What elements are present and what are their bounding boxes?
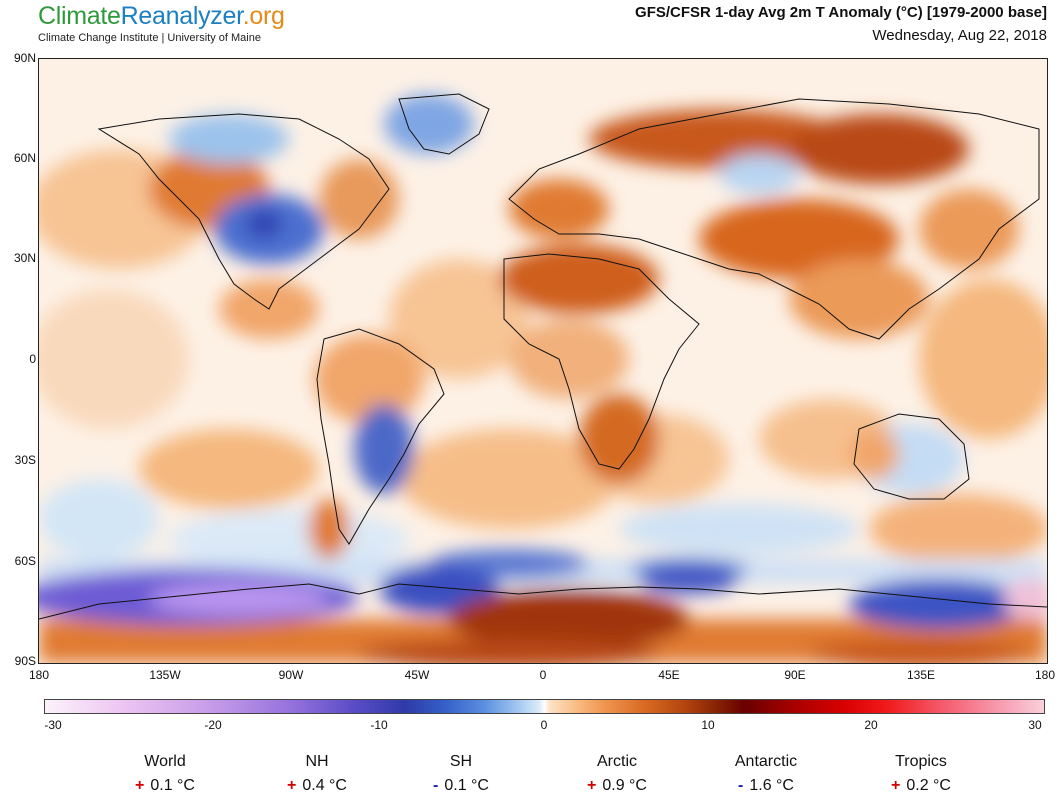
colorbar-label-0: 0 [540,718,548,732]
coast-antarctica [39,583,1047,620]
coast-eurasia [508,98,1040,340]
colorbar-label-10: 10 [701,718,715,732]
lat-label-90s: 90S [14,654,36,668]
map-svg [39,59,1047,663]
colorbar-label-30: 30 [1028,718,1042,732]
region-nh: NH +0.4 °C [247,753,387,795]
colorbar-label-minus10: -10 [370,718,388,732]
region-value: 0.1 °C [150,777,195,794]
lat-label-60n: 60N [13,151,36,165]
coast-africa [503,253,700,470]
region-arctic: Arctic +0.9 °C [547,753,687,795]
region-sign: - [433,777,439,794]
anomaly-map [38,58,1048,664]
region-value: 0.4 °C [302,777,347,794]
logo-part-reanalyzer: Reanalyzer [120,2,243,30]
lat-label-0: 0 [29,352,36,366]
coastlines [39,93,1047,620]
lon-label-90w: 90W [278,668,304,682]
logo-part-climate: Climate [38,2,121,30]
anomaly-field [39,94,1047,663]
lon-label-180w: 180 [28,668,50,682]
institution-label: Climate Change Institute | University of… [38,32,261,44]
colorbar [44,699,1045,714]
coast-north-america [97,113,390,310]
lon-label-135w: 135W [149,668,181,682]
region-sign: + [287,777,297,794]
lat-label-60s: 60S [14,554,36,568]
region-value: 0.9 °C [602,777,647,794]
colorbar-label-minus30: -30 [44,718,62,732]
coast-australia [853,413,970,500]
region-name: Arctic [597,753,637,770]
lon-label-90e: 90E [784,668,806,682]
region-name: World [144,753,186,770]
lon-label-180e: 180 [1034,668,1056,682]
lon-label-45w: 45W [404,668,430,682]
region-name: NH [305,753,329,770]
lat-label-30s: 30S [14,453,36,467]
coast-greenland [398,93,490,155]
region-sign: + [891,777,901,794]
map-title: GFS/CFSR 1-day Avg 2m T Anomaly (°C) [19… [635,4,1047,21]
region-sign: + [587,777,597,794]
site-logo[interactable]: ClimateReanalyzer.org [38,2,285,31]
lat-label-30n: 30N [13,251,36,265]
lon-label-135e: 135E [906,668,936,682]
region-value: 0.1 °C [444,777,489,794]
region-world: World +0.1 °C [95,753,235,795]
region-tropics: Tropics +0.2 °C [851,753,991,795]
region-name: SH [449,753,473,770]
region-value: 1.6 °C [749,777,794,794]
region-name: Tropics [895,753,947,770]
lon-label-45e: 45E [658,668,680,682]
region-sign: - [738,777,744,794]
colorbar-label-20: 20 [864,718,878,732]
lon-label-0: 0 [539,668,547,682]
region-antarctic: Antarctic -1.6 °C [696,753,836,795]
coast-south-america [316,328,445,545]
region-sign: + [135,777,145,794]
region-sh: SH -0.1 °C [391,753,531,795]
lat-label-90n: 90N [13,51,36,65]
region-value: 0.2 °C [906,777,951,794]
map-date: Wednesday, Aug 22, 2018 [872,27,1047,44]
logo-part-org: .org [242,2,285,30]
colorbar-label-minus20: -20 [204,718,222,732]
region-name: Antarctic [734,753,798,770]
